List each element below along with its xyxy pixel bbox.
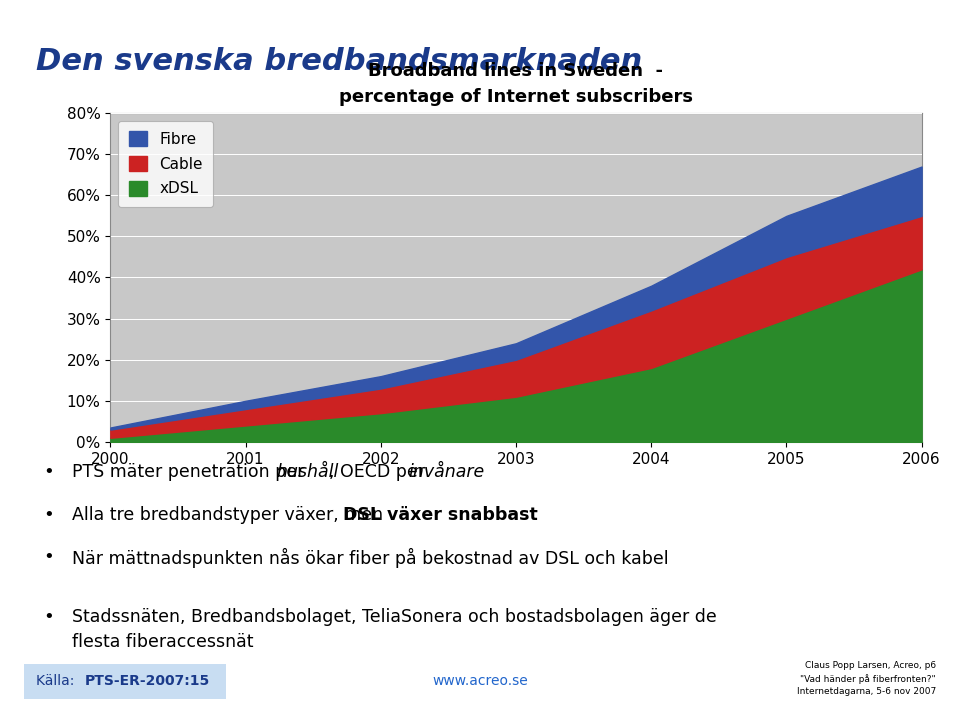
Text: •: • [43, 463, 54, 481]
FancyBboxPatch shape [24, 664, 226, 699]
Text: När mättnadspunkten nås ökar fiber på bekostnad av DSL och kabel: När mättnadspunkten nås ökar fiber på be… [72, 548, 668, 568]
Text: acreo: acreo [925, 51, 935, 82]
Text: •: • [43, 506, 54, 523]
Text: •: • [43, 548, 54, 566]
Text: Claus Popp Larsen, Acreo, p6
"Vad händer på fiberfronten?"
Internetdagarna, 5-6 : Claus Popp Larsen, Acreo, p6 "Vad händer… [797, 661, 936, 696]
Text: Alla tre bredbandstyper växer, men: Alla tre bredbandstyper växer, men [72, 506, 389, 523]
Text: PTS mäter penetration per: PTS mäter penetration per [72, 463, 310, 481]
Text: hushåll: hushåll [276, 463, 339, 481]
Text: Källa:: Källa: [36, 674, 80, 687]
Title: Broadband lines in Sweden  -
percentage of Internet subscribers: Broadband lines in Sweden - percentage o… [339, 62, 693, 106]
Text: invånare: invånare [408, 463, 484, 481]
Text: PTS-ER-2007:15: PTS-ER-2007:15 [84, 674, 209, 687]
Text: www.acreo.se: www.acreo.se [432, 674, 528, 687]
Text: , OECD per: , OECD per [329, 463, 431, 481]
Legend: Fibre, Cable, xDSL: Fibre, Cable, xDSL [118, 121, 213, 207]
Text: DSL växer snabbast: DSL växer snabbast [343, 506, 538, 523]
Text: Den svenska bredbandsmarknaden: Den svenska bredbandsmarknaden [36, 47, 642, 76]
Text: •: • [43, 608, 54, 626]
Text: Stadssnäten, Bredbandsbolaget, TeliaSonera och bostadsbolagen äger de
flesta fib: Stadssnäten, Bredbandsbolaget, TeliaSone… [72, 608, 717, 651]
